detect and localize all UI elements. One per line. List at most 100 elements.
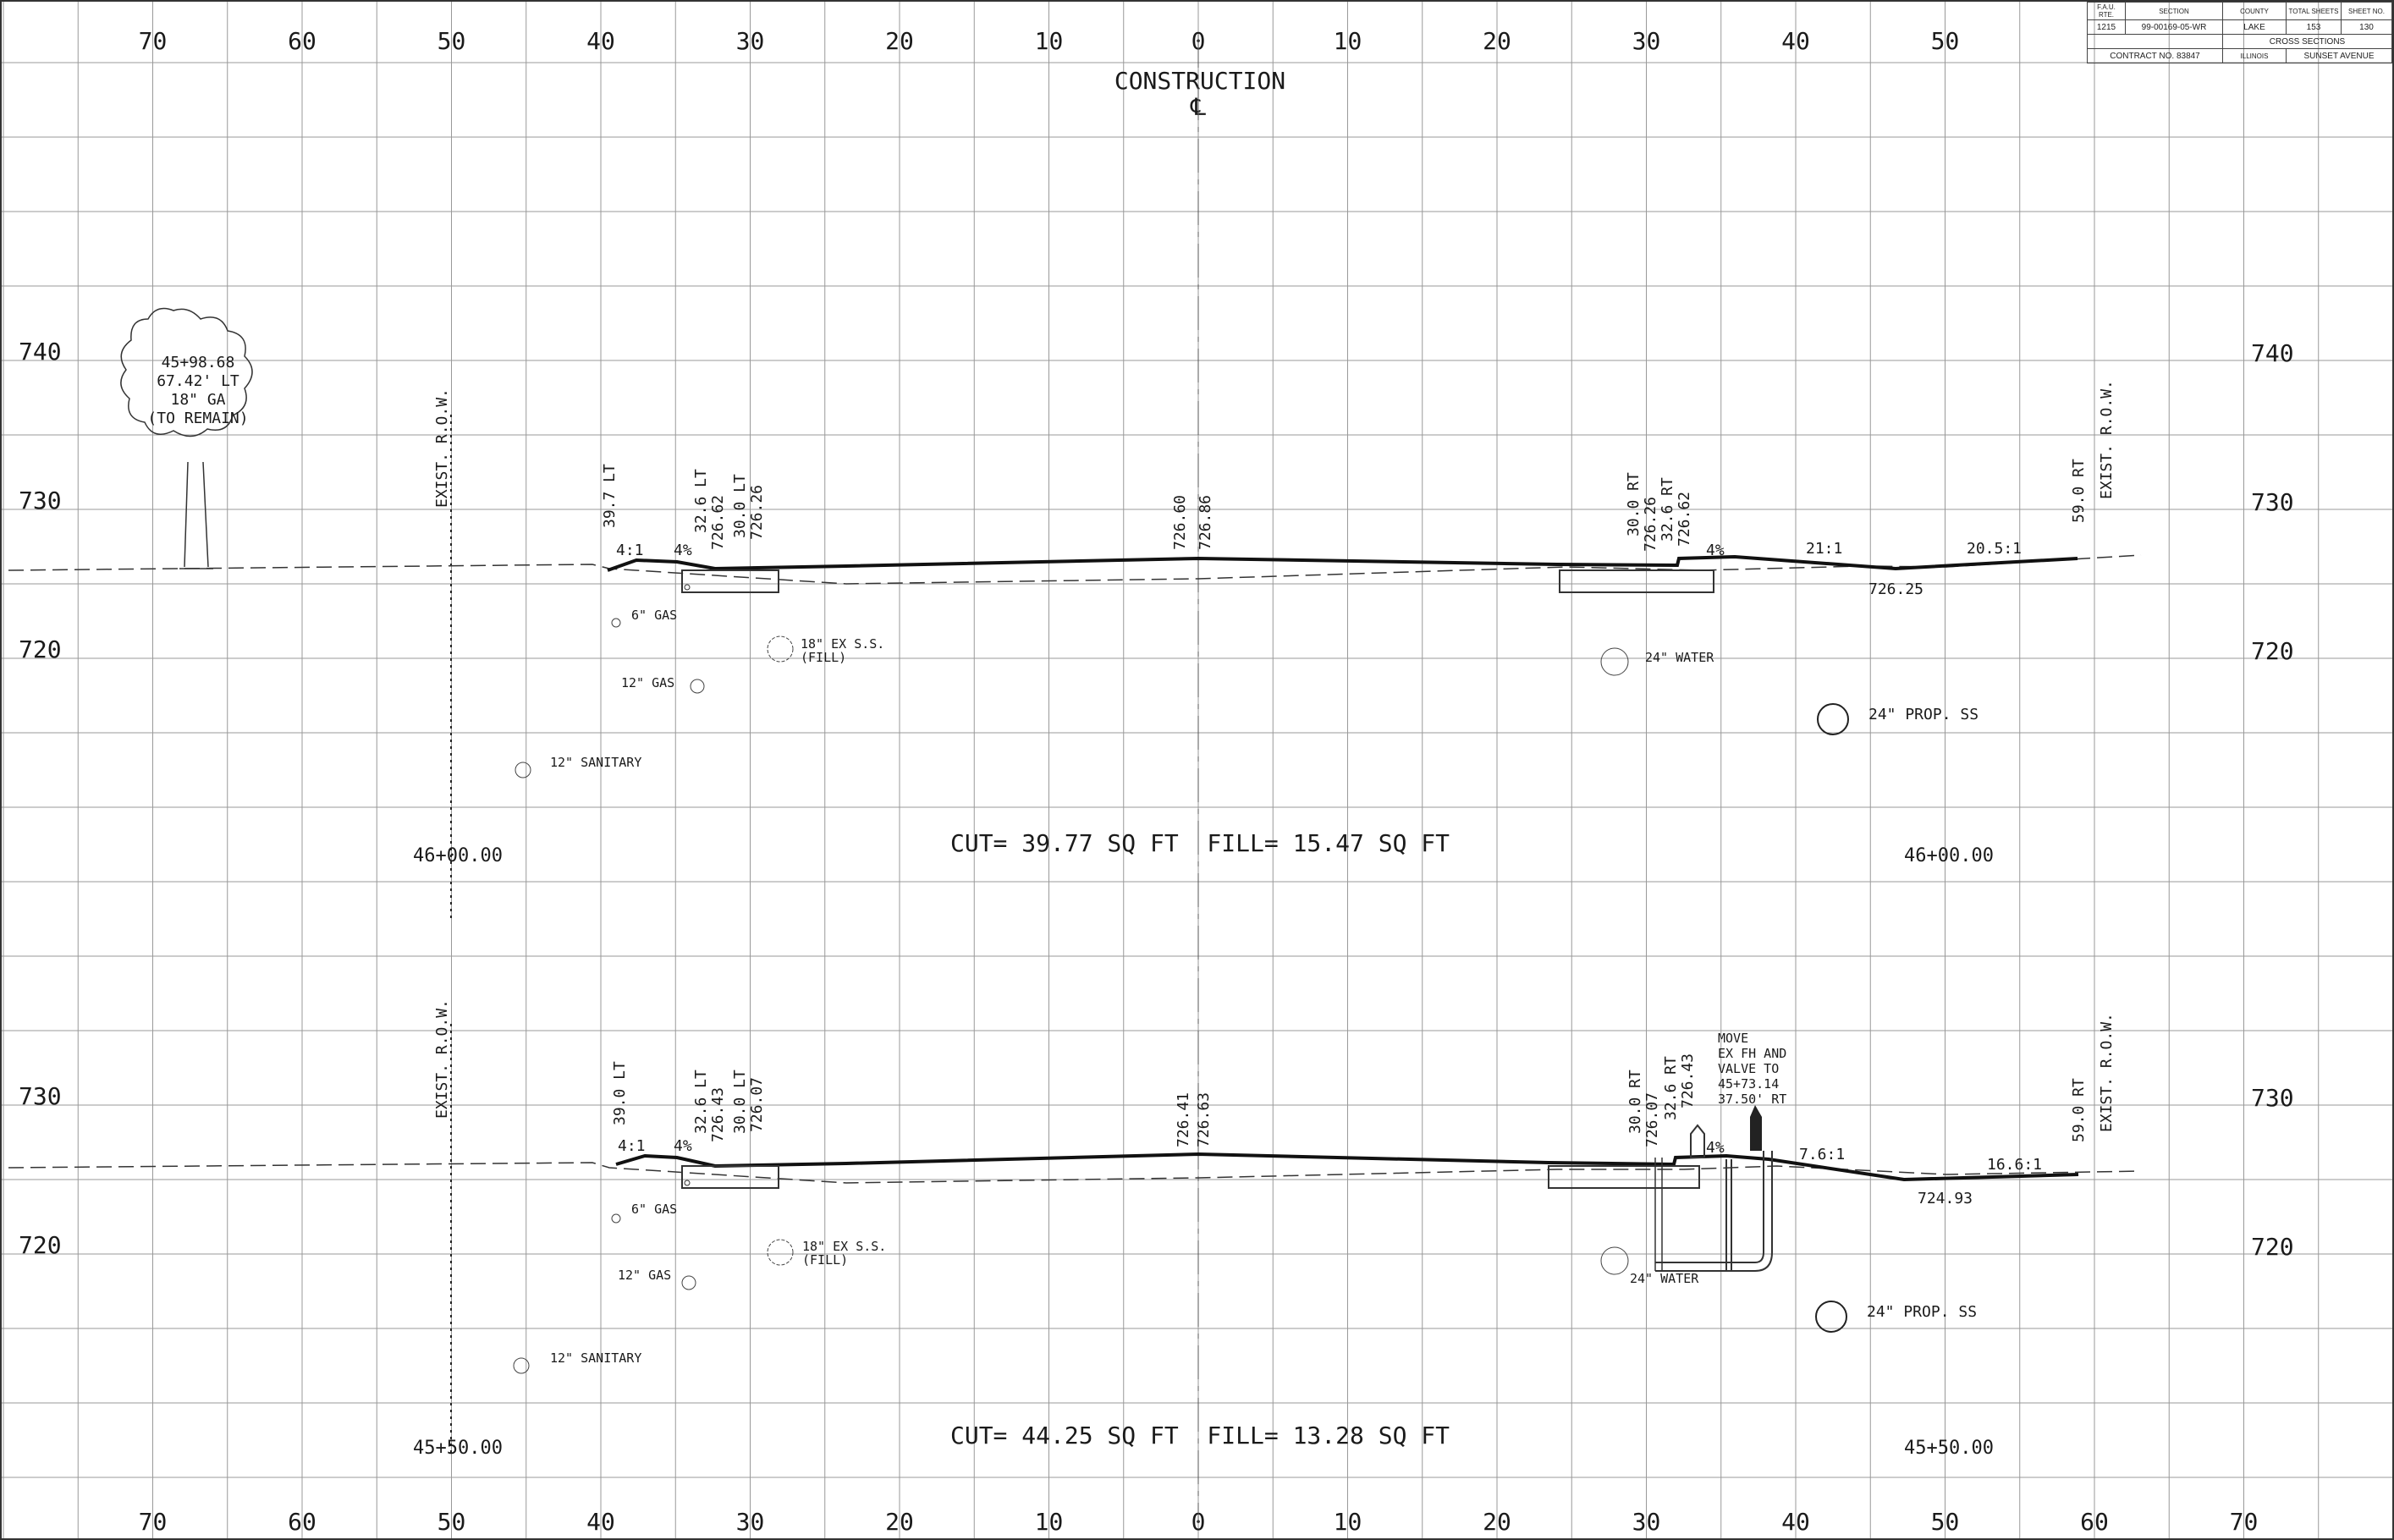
- prop-ss-24-icon: [1817, 703, 1849, 735]
- offset-tick-label: 60: [288, 27, 316, 55]
- street-name: SUNSET AVENUE: [2286, 48, 2392, 63]
- elevation-label: 720: [19, 635, 62, 663]
- label-right-30-elev: 726.26: [1642, 497, 1659, 552]
- header-fai-rte: F.A.U. RTE.: [2087, 2, 2126, 20]
- tree-canopy-icon: [120, 307, 253, 437]
- offset-tick-label: 70: [2230, 1508, 2259, 1536]
- existing-ground: [8, 1162, 2142, 1184]
- row-label-right: EXIST. R.O.W.: [2098, 380, 2116, 499]
- cross-section-top: EXIST. R.O.W. EXIST. R.O.W. 39.7 LT 32.6…: [8, 380, 2142, 922]
- label-left-30-elev: 726.07: [748, 1077, 766, 1132]
- left-curb: [681, 569, 779, 593]
- contract-number: CONTRACT NO. 83847: [2087, 48, 2223, 63]
- low-elev: 724.93: [1918, 1190, 1973, 1207]
- value-total-sheets: 153: [2286, 19, 2342, 35]
- label-center-elev2: 726.63: [1195, 1092, 1213, 1147]
- offset-tick-label: 40: [1781, 1508, 1810, 1536]
- offset-tick-label: 70: [139, 1508, 168, 1536]
- tree-size: 18" GA: [170, 391, 225, 409]
- hydrant-note-1: MOVE: [1718, 1031, 1748, 1046]
- water-24-label: 24" WATER: [1645, 650, 1714, 665]
- sanitary-12-icon: [513, 1357, 530, 1374]
- offset-tick-label: 30: [736, 1508, 765, 1536]
- elevation-label: 720: [2251, 637, 2294, 665]
- hydrant-note-4: 45+73.14: [1718, 1076, 1779, 1092]
- state-name: ILLINOIS: [2222, 48, 2287, 63]
- row-label-left: EXIST. R.O.W.: [433, 999, 451, 1119]
- pct-left: 4%: [674, 542, 692, 559]
- header-total-sheets: TOTAL SHEETS: [2286, 2, 2342, 20]
- hydrant-note-2: EX FH AND: [1718, 1046, 1786, 1061]
- label-left-326: 32.6 LT: [692, 469, 710, 533]
- bottom-offset-scale: 70 60 50 40 30 20 10 0 10 20 30 40 50 60 70: [139, 1508, 2259, 1536]
- gas-12-label: 12" GAS: [618, 1268, 671, 1283]
- station-left: 45+50.00: [413, 1438, 503, 1459]
- right-curb: [1559, 569, 1714, 593]
- tree-station: 45+98.68: [162, 354, 235, 371]
- offset-tick-label: 40: [1781, 27, 1810, 55]
- left-curb: [681, 1165, 779, 1189]
- gas-6-icon: [611, 1213, 621, 1224]
- elevation-label: 720: [2251, 1233, 2294, 1261]
- gas-12-label: 12" GAS: [621, 675, 674, 690]
- title-block-table: F.A.U. RTE. SECTION COUNTY TOTAL SHEETS …: [2087, 2, 2392, 63]
- label-right-30-elev: 726.07: [1643, 1092, 1661, 1147]
- offset-tick-label: 30: [736, 27, 765, 55]
- gas-6-label: 6" GAS: [631, 1202, 677, 1217]
- offset-tick-label: 20: [885, 1508, 914, 1536]
- sewer-18-note: (FILL): [801, 650, 846, 665]
- value-fai-rte: 1215: [2087, 19, 2126, 35]
- slope-left: 4:1: [618, 1137, 646, 1155]
- elevation-label: 740: [2251, 339, 2294, 367]
- curb-marker: [684, 1180, 691, 1186]
- sewer-18-note: (FILL): [802, 1252, 848, 1268]
- offset-tick-label: 70: [139, 27, 168, 55]
- offset-tick-label: 40: [586, 27, 615, 55]
- offset-tick-label: 50: [1931, 27, 1960, 55]
- offset-tick-label: 50: [438, 27, 466, 55]
- header-county: COUNTY: [2222, 2, 2287, 20]
- label-center-elev1: 726.41: [1175, 1092, 1192, 1147]
- row-label-right: EXIST. R.O.W.: [2098, 1013, 2116, 1132]
- row-label-left: EXIST. R.O.W.: [433, 388, 451, 508]
- prop-ss-24-label: 24" PROP. SS: [1868, 706, 1978, 723]
- sewer-18-icon: [767, 1239, 794, 1266]
- quantities: CUT= 44.25 SQ FT FILL= 13.28 SQ FT: [950, 1422, 1450, 1449]
- value-section: 99-00169-05-WR: [2125, 19, 2223, 35]
- sanitary-12-label: 12" SANITARY: [550, 1350, 641, 1366]
- elevation-label: 720: [19, 1231, 62, 1259]
- fire-hydrant-icon: [1654, 1105, 1773, 1272]
- label-right-326-elev: 726.43: [1679, 1053, 1697, 1108]
- label-left-326: 32.6 LT: [692, 1070, 710, 1134]
- label-right-30: 30.0 RT: [1625, 472, 1643, 536]
- offset-tick-label: 10: [1035, 27, 1064, 55]
- slope-r1: 7.6:1: [1799, 1146, 1845, 1163]
- label-left-39: 39.7 LT: [601, 464, 619, 528]
- offset-tick-label: 40: [586, 1508, 615, 1536]
- water-24-icon: [1600, 647, 1629, 676]
- offset-tick-label: 30: [1632, 27, 1661, 55]
- gas-12-icon: [690, 679, 705, 694]
- offset-tick-label: 20: [1483, 27, 1511, 55]
- label-right-326-elev: 726.62: [1676, 492, 1693, 547]
- label-right-59: 59.0 RT: [2070, 459, 2088, 523]
- curb-marker: [684, 584, 691, 591]
- station-left: 46+00.00: [413, 845, 503, 866]
- hydrant-note-5: 37.50' RT: [1718, 1092, 1786, 1107]
- label-left-39: 39.0 LT: [611, 1061, 629, 1125]
- tree-note: (TO REMAIN): [147, 410, 248, 427]
- slope-left: 4:1: [616, 542, 644, 559]
- offset-tick-label: 10: [1334, 1508, 1362, 1536]
- pct-right: 4%: [1706, 542, 1725, 559]
- elevation-label: 730: [19, 1082, 62, 1110]
- elevation-labels: 740 730 720 740 730 720 730 720 730 720: [19, 338, 2294, 1261]
- sewer-18-icon: [767, 635, 794, 663]
- label-left-30: 30.0 LT: [731, 1070, 749, 1134]
- gas-6-icon: [611, 618, 621, 628]
- label-center-elev1: 726.60: [1171, 495, 1189, 550]
- tree-offset: 67.42' LT: [157, 372, 239, 390]
- offset-tick-label: 60: [288, 1508, 316, 1536]
- offset-tick-label: 20: [1483, 1508, 1511, 1536]
